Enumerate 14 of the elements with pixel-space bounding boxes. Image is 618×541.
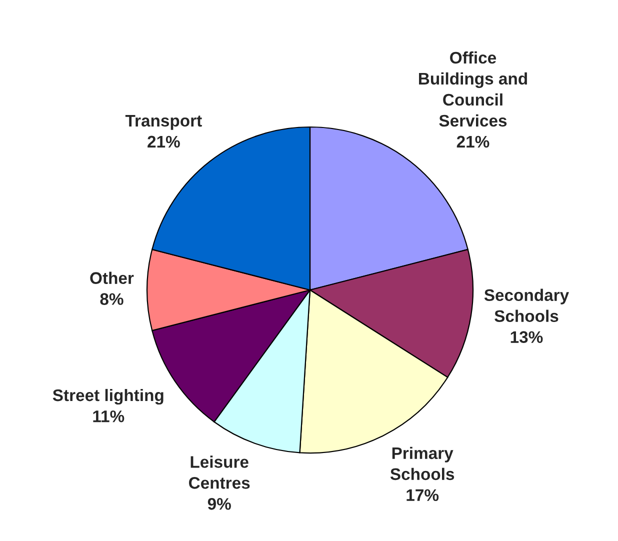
slice-label: Street lighting — [52, 388, 164, 405]
data-label: 21% — [456, 136, 490, 148]
data-label: 13% — [510, 331, 543, 344]
data-label: 8% — [100, 293, 124, 305]
data-label: 9% — [208, 498, 231, 510]
slice-label: Office Buildings and Council Services — [419, 51, 527, 127]
slice-label: Leisure Centres — [188, 456, 250, 489]
data-label: 21% — [148, 136, 180, 148]
slice-label: Secondary Schools — [484, 288, 570, 322]
slice-label: Transport — [125, 115, 202, 130]
slice-label: Primary Schools — [390, 446, 454, 480]
data-label: 17% — [406, 489, 439, 502]
data-label: 11% — [93, 410, 124, 422]
slice-label: Other — [90, 272, 134, 284]
